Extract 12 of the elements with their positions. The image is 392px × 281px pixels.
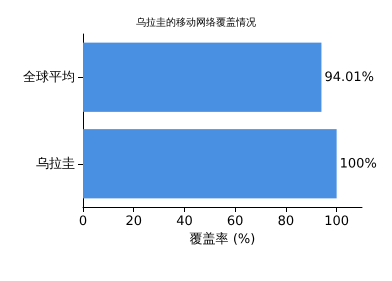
x-tick-label: 60 <box>226 214 244 229</box>
x-tick-label: 80 <box>278 214 294 229</box>
x-tick-label: 20 <box>125 214 142 229</box>
x-tick-label: 0 <box>78 214 88 229</box>
y-tick-label: 乌拉圭 <box>36 156 75 172</box>
data-label: 100% <box>340 156 377 172</box>
x-axis-title: 覆盖率 (%) <box>190 231 256 247</box>
y-tick-label: 全球平均 <box>23 70 75 85</box>
x-tick-label: 40 <box>176 214 193 229</box>
data-label: 94.01% <box>324 70 374 85</box>
x-tick-label: 100 <box>324 214 350 229</box>
chart-title: 乌拉圭的移动网络覆盖情况 <box>136 16 256 28</box>
